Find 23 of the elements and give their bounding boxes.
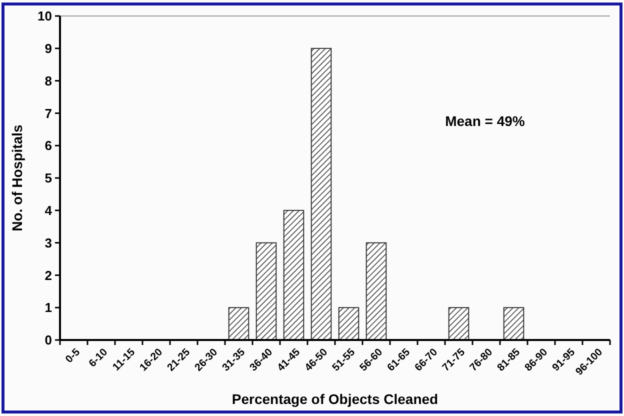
y-tick-label: 1 xyxy=(44,300,52,316)
y-tick-label: 5 xyxy=(44,170,52,186)
y-tick-label: 7 xyxy=(44,106,52,121)
y-tick-label: 0 xyxy=(44,332,52,348)
bar xyxy=(338,307,360,340)
bar xyxy=(503,307,524,340)
x-tick-label: 0-5 xyxy=(63,346,83,366)
y-tick-label: 6 xyxy=(44,138,52,154)
y-tick-label: 3 xyxy=(44,235,52,250)
y-tick-label: 9 xyxy=(44,40,52,56)
y-tick-label: 4 xyxy=(44,202,53,218)
bar xyxy=(256,242,277,340)
y-axis-title: No. of Hospitals xyxy=(9,124,25,232)
x-axis-title: Percentage of Objects Cleaned xyxy=(232,391,438,407)
bar xyxy=(448,307,470,340)
annotation: Mean = 49% xyxy=(445,113,526,129)
y-tick-label: 10 xyxy=(38,8,52,24)
bar xyxy=(283,210,304,340)
y-tick-label: 2 xyxy=(44,268,52,283)
bar xyxy=(366,242,387,340)
bar xyxy=(228,307,250,340)
y-tick-label: 8 xyxy=(44,73,52,88)
bar xyxy=(310,48,332,340)
